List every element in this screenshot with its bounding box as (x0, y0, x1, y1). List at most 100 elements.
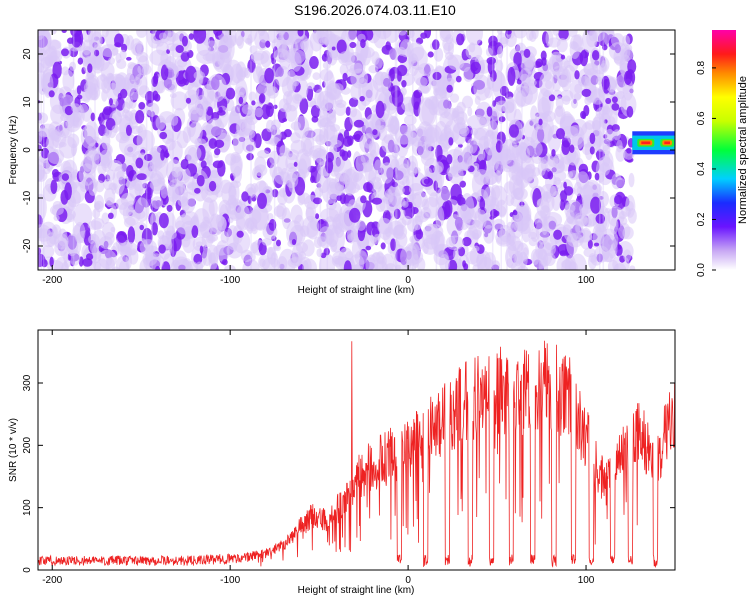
spectrogram-cell (123, 217, 136, 228)
spectrogram-cell (144, 153, 153, 162)
spectrogram-cell (313, 197, 322, 205)
spectrogram-streak (500, 30, 503, 270)
spectrogram-cell (240, 30, 258, 44)
spectrogram-cell (535, 240, 544, 260)
spectrogram-cell (380, 162, 394, 184)
spectrogram-cell (126, 206, 135, 218)
spectrogram-cell (529, 30, 537, 42)
spectrogram-cell (66, 233, 79, 257)
spectrogram-cell (513, 85, 533, 107)
y-tick-label: 0 (22, 567, 33, 573)
spectrogram-cell (415, 229, 424, 240)
y-tick-label: 200 (22, 437, 33, 454)
spectrogram-cell (219, 179, 233, 194)
spectrogram-y-ticks: -20 -10 0 10 20 (22, 48, 675, 253)
spectrogram-cell (82, 45, 91, 56)
spectrogram-cell (497, 46, 504, 59)
spectrogram-cell (559, 199, 566, 211)
spectrogram-cell (330, 139, 342, 148)
spectrogram-cell (345, 106, 351, 116)
spectrogram-cell (335, 99, 347, 108)
spectrogram-cell (49, 256, 54, 268)
spectrogram-cell (196, 49, 216, 65)
spectrogram-cell (65, 115, 74, 129)
spectrogram-cell (486, 76, 494, 90)
spectrogram-cell (111, 47, 119, 56)
spectrogram-cell (623, 249, 632, 262)
spectrogram-cell (519, 146, 531, 161)
spectrogram-cell (148, 145, 164, 168)
spectrogram-cell (443, 124, 452, 136)
spectrogram-cell (360, 38, 366, 49)
spectrogram-cell (180, 158, 189, 170)
spectrogram-cell (181, 35, 188, 47)
spectrogram-cell (375, 30, 392, 40)
spectrogram-cell (453, 122, 469, 135)
spectrogram-cell (432, 71, 442, 81)
spectrogram-cell (139, 224, 145, 231)
spectrogram-cell (214, 147, 221, 156)
spectrogram-cell (354, 133, 361, 141)
spectrogram-x-label: Height of straight line (km) (298, 285, 415, 296)
spectrogram-cell (561, 140, 570, 156)
snr-x-ticks: -200 -100 0 100 (42, 330, 595, 586)
spectrogram-cell (349, 207, 361, 223)
spectrogram-cell (394, 125, 414, 145)
spectrogram-cell (321, 53, 328, 62)
spectrogram-cell (435, 144, 443, 161)
snr-y-ticks: 0 100 200 300 (22, 374, 675, 573)
spectrogram-cell (353, 119, 365, 128)
spectrogram-cell (215, 214, 225, 227)
spectrogram-cell (130, 91, 140, 101)
spectrogram-cell (433, 87, 447, 100)
spectrogram-cell (138, 101, 146, 110)
spectrogram-cell (227, 194, 237, 209)
spectrogram-cell (76, 85, 82, 95)
spectrogram-cell (439, 254, 450, 270)
spectrogram-cell (269, 150, 280, 165)
spectrogram-streak (395, 30, 398, 270)
spectrogram-cell (553, 229, 563, 240)
spectrogram-cell (309, 56, 319, 69)
spectrogram-cell (359, 95, 365, 102)
spectrogram-cell (448, 259, 458, 270)
spectrogram-cell (553, 177, 561, 186)
spectrogram-cell (522, 247, 529, 257)
spectrogram-cell (67, 133, 80, 149)
spectrogram-cell (53, 214, 60, 221)
spectrogram-cell (135, 157, 144, 169)
spectrogram-cell (559, 190, 568, 202)
spectrogram-cell (90, 90, 99, 101)
spectrogram-cell (206, 74, 227, 103)
spectrogram-cell (76, 94, 83, 100)
spectrogram-cell (230, 105, 240, 117)
y-tick-label: 300 (22, 374, 33, 391)
x-tick-label: -200 (42, 575, 62, 586)
spectrogram-cell (107, 160, 123, 172)
spectrogram-cell (551, 191, 561, 211)
spectrogram-cell (562, 95, 571, 106)
spectrogram-cell (363, 182, 373, 193)
spectrogram-cell (66, 37, 75, 44)
spectrogram-cell (92, 208, 101, 219)
spectrogram-cell (94, 142, 99, 148)
spectrogram-cell (379, 198, 390, 212)
snr-frame (37, 329, 676, 571)
spectrogram-cell (39, 123, 57, 138)
spectrogram-cell (400, 246, 414, 268)
spectrogram-cell (433, 47, 444, 62)
spectrogram-cell (135, 110, 145, 124)
spectrogram-cell (330, 48, 339, 59)
spectrogram-cell (136, 30, 148, 38)
spectrogram-cell (38, 30, 52, 56)
spectrogram-cell (299, 225, 310, 237)
spectrogram-cell (411, 207, 419, 215)
spectrogram-cell (206, 30, 216, 40)
spectrogram-cell (401, 201, 409, 208)
spectrogram-cell (215, 240, 230, 262)
spectrogram-cell (52, 226, 59, 239)
spectrogram-cell (407, 55, 415, 66)
spectrogram-cell (316, 248, 323, 258)
spectrogram-cell (91, 31, 103, 51)
spectrogram-cell (365, 245, 372, 251)
